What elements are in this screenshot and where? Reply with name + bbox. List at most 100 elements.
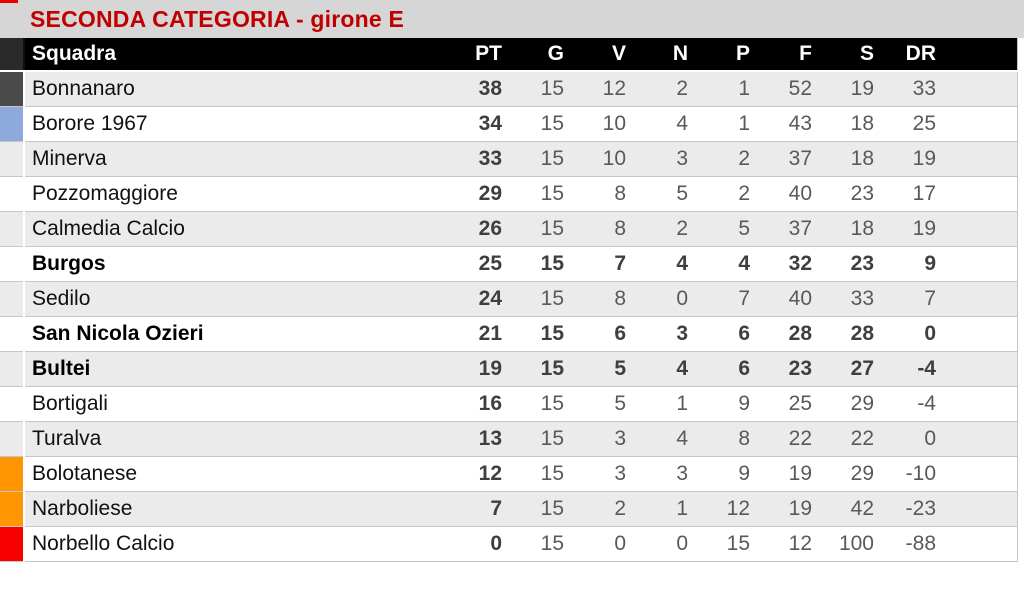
n-cell: 4 (638, 106, 700, 142)
s-cell: 42 (824, 491, 886, 527)
g-cell: 15 (514, 491, 576, 527)
marker-column-header (0, 38, 25, 72)
rank-marker (0, 141, 25, 177)
dr-cell: -23 (886, 491, 948, 527)
v-cell: 5 (576, 351, 638, 387)
pt-cell: 12 (452, 456, 514, 492)
rank-marker (0, 351, 25, 387)
row-spacer (948, 281, 1017, 317)
row-spacer (948, 526, 1017, 562)
f-cell: 19 (762, 491, 824, 527)
table-title-text: SECONDA CATEGORIA - girone E (30, 6, 405, 32)
pt-cell: 33 (452, 141, 514, 177)
g-cell: 15 (514, 351, 576, 387)
row-spacer (948, 386, 1017, 422)
row-spacer (948, 456, 1017, 492)
p-cell: 8 (700, 421, 762, 457)
rank-marker (0, 176, 25, 212)
pt-cell: 21 (452, 316, 514, 352)
table-row: Borore 1967 34 15 10 4 1 43 18 25 (0, 106, 1017, 142)
row-spacer (948, 106, 1017, 142)
n-cell: 0 (638, 526, 700, 562)
s-cell: 23 (824, 176, 886, 212)
pt-cell: 38 (452, 70, 514, 107)
g-cell: 15 (514, 281, 576, 317)
table-row: Turalva 13 15 3 4 8 22 22 0 (0, 421, 1017, 457)
dr-cell: 25 (886, 106, 948, 142)
red-corner-mark (0, 0, 18, 3)
table-row: Bonnanaro 38 15 12 2 1 52 19 33 (0, 70, 1017, 107)
pt-cell: 0 (452, 526, 514, 562)
f-cell: 32 (762, 246, 824, 282)
v-cell: 3 (576, 456, 638, 492)
f-cell: 28 (762, 316, 824, 352)
dr-cell: 17 (886, 176, 948, 212)
column-header-g: G (514, 38, 576, 72)
p-cell: 1 (700, 106, 762, 142)
table-row: Norbello Calcio 0 15 0 0 15 12 100 -88 (0, 526, 1017, 562)
g-cell: 15 (514, 386, 576, 422)
g-cell: 15 (514, 246, 576, 282)
f-cell: 40 (762, 176, 824, 212)
p-cell: 15 (700, 526, 762, 562)
s-cell: 27 (824, 351, 886, 387)
g-cell: 15 (514, 526, 576, 562)
row-spacer (948, 491, 1017, 527)
pt-cell: 25 (452, 246, 514, 282)
table-row: San Nicola Ozieri 21 15 6 3 6 28 28 0 (0, 316, 1017, 352)
v-cell: 8 (576, 211, 638, 247)
n-cell: 2 (638, 70, 700, 107)
dr-cell: -10 (886, 456, 948, 492)
table-row: Sedilo 24 15 8 0 7 40 33 7 (0, 281, 1017, 317)
f-cell: 37 (762, 141, 824, 177)
rank-marker (0, 526, 25, 562)
s-cell: 33 (824, 281, 886, 317)
p-cell: 9 (700, 386, 762, 422)
pt-cell: 16 (452, 386, 514, 422)
rank-marker (0, 456, 25, 492)
rank-marker (0, 106, 25, 142)
rank-marker (0, 421, 25, 457)
team-name-cell: Bolotanese (24, 456, 452, 492)
v-cell: 6 (576, 316, 638, 352)
v-cell: 8 (576, 281, 638, 317)
p-cell: 5 (700, 211, 762, 247)
s-cell: 22 (824, 421, 886, 457)
n-cell: 5 (638, 176, 700, 212)
header-spacer (948, 38, 1017, 72)
p-cell: 6 (700, 316, 762, 352)
row-spacer (948, 211, 1017, 247)
pt-cell: 13 (452, 421, 514, 457)
p-cell: 4 (700, 246, 762, 282)
f-cell: 12 (762, 526, 824, 562)
s-cell: 23 (824, 246, 886, 282)
team-name-cell: Calmedia Calcio (24, 211, 452, 247)
pt-cell: 24 (452, 281, 514, 317)
dr-cell: 19 (886, 141, 948, 177)
dr-cell: 9 (886, 246, 948, 282)
column-header-v: V (576, 38, 638, 72)
g-cell: 15 (514, 106, 576, 142)
standings-table: Squadra PT G V N P F S DR Bonnanaro 38 15 1… (0, 38, 1018, 562)
dr-cell: -4 (886, 351, 948, 387)
v-cell: 0 (576, 526, 638, 562)
table-row: Minerva 33 15 10 3 2 37 18 19 (0, 141, 1017, 177)
team-name-cell: Minerva (24, 141, 452, 177)
dr-cell: 0 (886, 316, 948, 352)
table-row: Calmedia Calcio 26 15 8 2 5 37 18 19 (0, 211, 1017, 247)
dr-cell: -88 (886, 526, 948, 562)
n-cell: 2 (638, 211, 700, 247)
g-cell: 15 (514, 211, 576, 247)
column-header-n: N (638, 38, 700, 72)
n-cell: 0 (638, 281, 700, 317)
p-cell: 2 (700, 176, 762, 212)
v-cell: 10 (576, 141, 638, 177)
team-name-cell: Sedilo (24, 281, 452, 317)
team-name-cell: Bonnanaro (24, 70, 452, 107)
row-spacer (948, 421, 1017, 457)
s-cell: 18 (824, 211, 886, 247)
n-cell: 4 (638, 246, 700, 282)
g-cell: 15 (514, 316, 576, 352)
row-spacer (948, 141, 1017, 177)
rank-marker (0, 491, 25, 527)
